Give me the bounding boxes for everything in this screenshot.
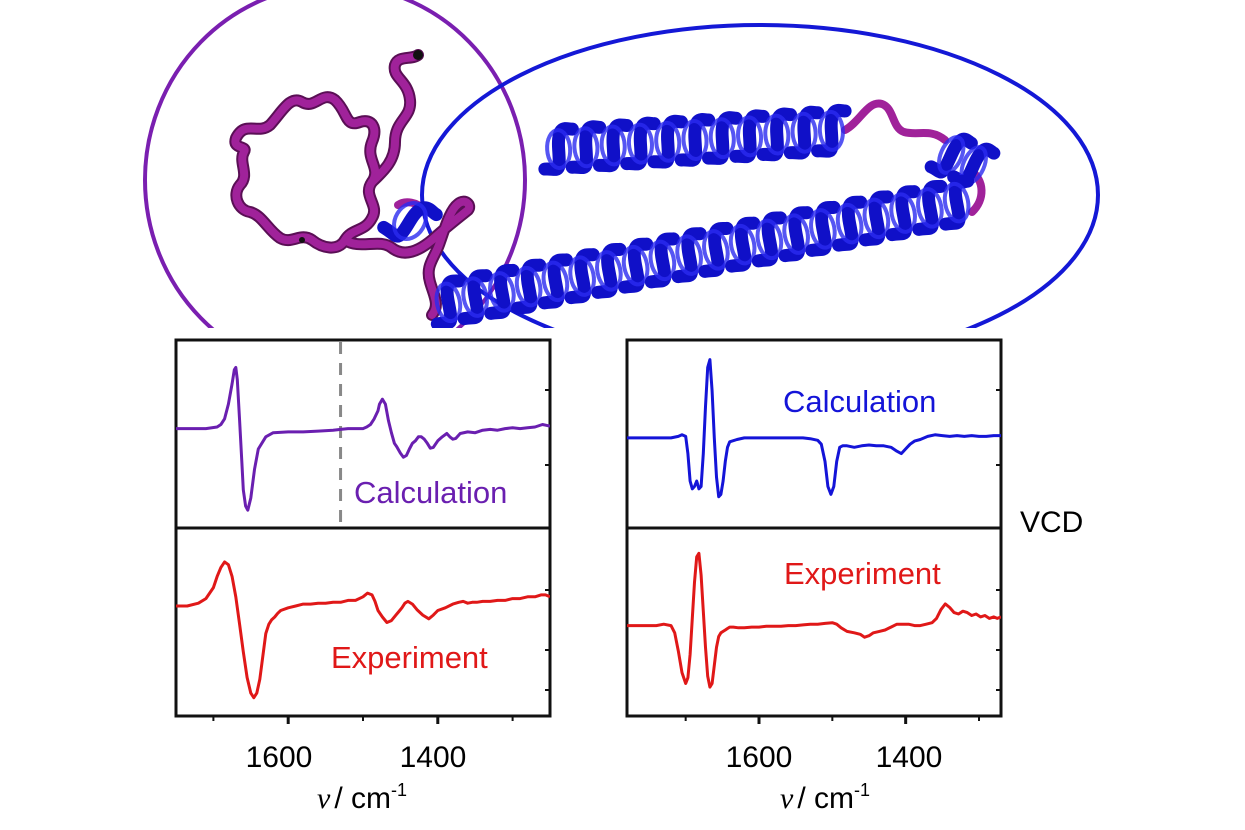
left-axis-ticks (212, 389, 550, 724)
helix-turn-highlight (621, 244, 650, 287)
helix-turn (674, 113, 716, 167)
helix-turn (647, 114, 688, 169)
right-x-tick-label-1600: 1600 (726, 741, 793, 774)
helix-turn-highlight (545, 128, 573, 171)
helix-turn-highlight (790, 111, 818, 154)
helix-turn-highlight (488, 271, 516, 313)
alpha-helix-segments (377, 103, 1001, 328)
helix-turn-highlight (782, 213, 810, 255)
right-spectrum-panel: Calculation Experiment 1600 1400 ν / cm-1… (625, 338, 1083, 815)
helix-turn (565, 120, 607, 175)
helix-turn (564, 248, 600, 305)
left-experiment-label: Experiment (331, 640, 488, 675)
helix-short (377, 201, 443, 243)
disordered-region-circle (143, 0, 527, 328)
helix-turn-highlight (568, 255, 596, 297)
left-experiment-curve (176, 560, 550, 700)
helix-turn (591, 242, 627, 299)
helix-turn-highlight (708, 117, 736, 160)
helix-turn-highlight (862, 197, 891, 240)
right-x-tick-label-1400: 1400 (876, 741, 943, 774)
helix-turn-highlight (916, 187, 944, 229)
helix-turn (702, 111, 743, 165)
helix-turn-highlight (942, 181, 971, 224)
helix-turn (671, 227, 707, 284)
helix-upper (538, 103, 852, 176)
right-experiment-curve (627, 551, 1001, 689)
helix-turn-highlight (736, 115, 764, 158)
helix-turn-highlight (392, 201, 428, 241)
helix-turn (858, 190, 894, 247)
helix-turn-highlight (681, 119, 709, 161)
helix-turn (511, 258, 547, 315)
helix-turn-highlight (461, 276, 489, 318)
helix-turn (885, 185, 921, 242)
right-x-axis-label: ν / cm-1 (780, 780, 870, 815)
helix-turn (729, 109, 770, 164)
helix-turn (377, 201, 443, 243)
helix-turn (756, 107, 798, 162)
helix-turn (538, 122, 579, 176)
left-x-axis-label: ν / cm-1 (317, 780, 407, 815)
helix-turn-highlight (755, 218, 784, 261)
helix-turn (912, 179, 948, 236)
helix-turn-highlight (595, 250, 623, 292)
helix-turn (783, 105, 825, 160)
helix-turn (592, 118, 634, 173)
helix-turn-highlight (937, 135, 966, 175)
helix-turn-highlight (817, 109, 845, 152)
helix-turn-highlight (675, 234, 703, 276)
helix-turn (618, 237, 654, 294)
helix-turn (698, 221, 734, 278)
right-axis-ticks (684, 389, 1001, 724)
helix-turn-highlight (809, 208, 837, 250)
right-experiment-label: Experiment (784, 556, 941, 591)
helix-turn (725, 216, 761, 273)
helix-turn-highlight (889, 192, 917, 234)
helix-turn (805, 200, 841, 257)
helix-turn-highlight (541, 260, 570, 303)
helix-turn (644, 232, 680, 289)
helix-turn-highlight (572, 126, 600, 169)
helix-turn (457, 269, 493, 326)
helix-turn-highlight (648, 239, 677, 282)
left-x-tick-label-1600: 1600 (246, 741, 313, 774)
helix-turn-highlight (702, 229, 730, 271)
y-axis-label-vcd: VCD (1020, 506, 1083, 539)
helix-turn (924, 132, 978, 179)
helix-turn (430, 274, 466, 328)
helix-turn (537, 253, 573, 310)
left-calculation-curve (176, 365, 550, 512)
helix-turn (751, 211, 787, 268)
helix-turn (939, 174, 975, 231)
helix-turn (832, 195, 868, 252)
helix-turn-highlight (626, 122, 654, 165)
helix-turn-highlight (434, 281, 463, 324)
left-calculation-label: Calculation (354, 475, 507, 510)
helical-region-ellipse (420, 23, 1100, 328)
helix-turn-highlight (728, 223, 757, 266)
left-x-tick-label-1400: 1400 (400, 741, 467, 774)
helix-turn (484, 263, 520, 320)
protein-structure (143, 0, 1100, 328)
right-calculation-label: Calculation (783, 384, 936, 419)
helix-turn (811, 103, 852, 158)
helix-turn (778, 206, 814, 263)
helix-turn-highlight (835, 202, 864, 245)
helix-turn-highlight (514, 265, 543, 308)
helix-lower (430, 174, 975, 328)
left-spectrum-panel: Calculation Experiment 1600 1400 ν / cm-1 (174, 338, 552, 815)
random-coil-segment (229, 49, 476, 321)
helix-turn (620, 116, 661, 171)
helix-turn-highlight (654, 120, 682, 163)
helix-turn-highlight (599, 124, 627, 167)
helix-turn-highlight (763, 113, 791, 156)
right-calculation-curve (627, 358, 1001, 499)
